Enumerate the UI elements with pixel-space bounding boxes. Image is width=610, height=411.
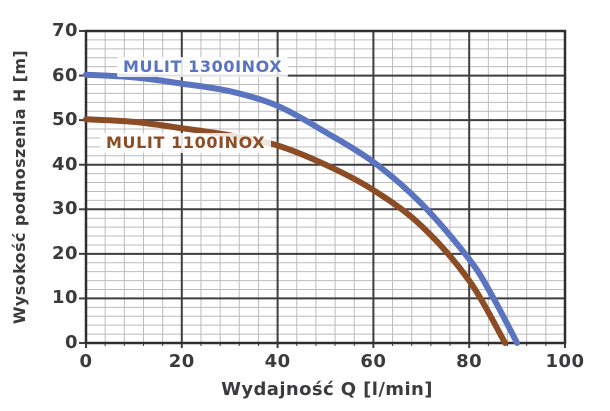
x-tick-label-40: 40 — [264, 351, 291, 372]
x-tick-label-100: 100 — [545, 351, 585, 372]
plot-border — [84, 29, 567, 345]
y-tick-label-0: 0 — [64, 332, 78, 353]
y-axis-title: Wysokość podnoszenia H [m] — [10, 49, 29, 325]
curve-mulit-1300inox — [83, 71, 521, 346]
series-label-mulit-1100inox: MULIT 1100INOX — [100, 133, 272, 153]
y-tick-label-20: 20 — [51, 242, 78, 264]
series-label-mulit-1300inox: MULIT 1300INOX — [117, 57, 289, 77]
x-tick-label-0: 0 — [79, 351, 93, 372]
x-tick-label-80: 80 — [456, 351, 483, 372]
x-tick-label-20: 20 — [168, 351, 195, 372]
y-tick-label-50: 50 — [51, 109, 78, 131]
curve-mulit-1100inox — [83, 116, 509, 346]
y-tick-label-30: 30 — [51, 198, 78, 220]
x-tick-label-60: 60 — [360, 351, 387, 372]
y-tick-label-40: 40 — [51, 153, 78, 175]
y-tick-label-60: 60 — [51, 64, 78, 86]
y-tick-label-10: 10 — [51, 287, 78, 309]
y-tick-label-70: 70 — [51, 20, 78, 41]
x-axis-title: Wydajność Q [l/min] — [221, 379, 433, 400]
